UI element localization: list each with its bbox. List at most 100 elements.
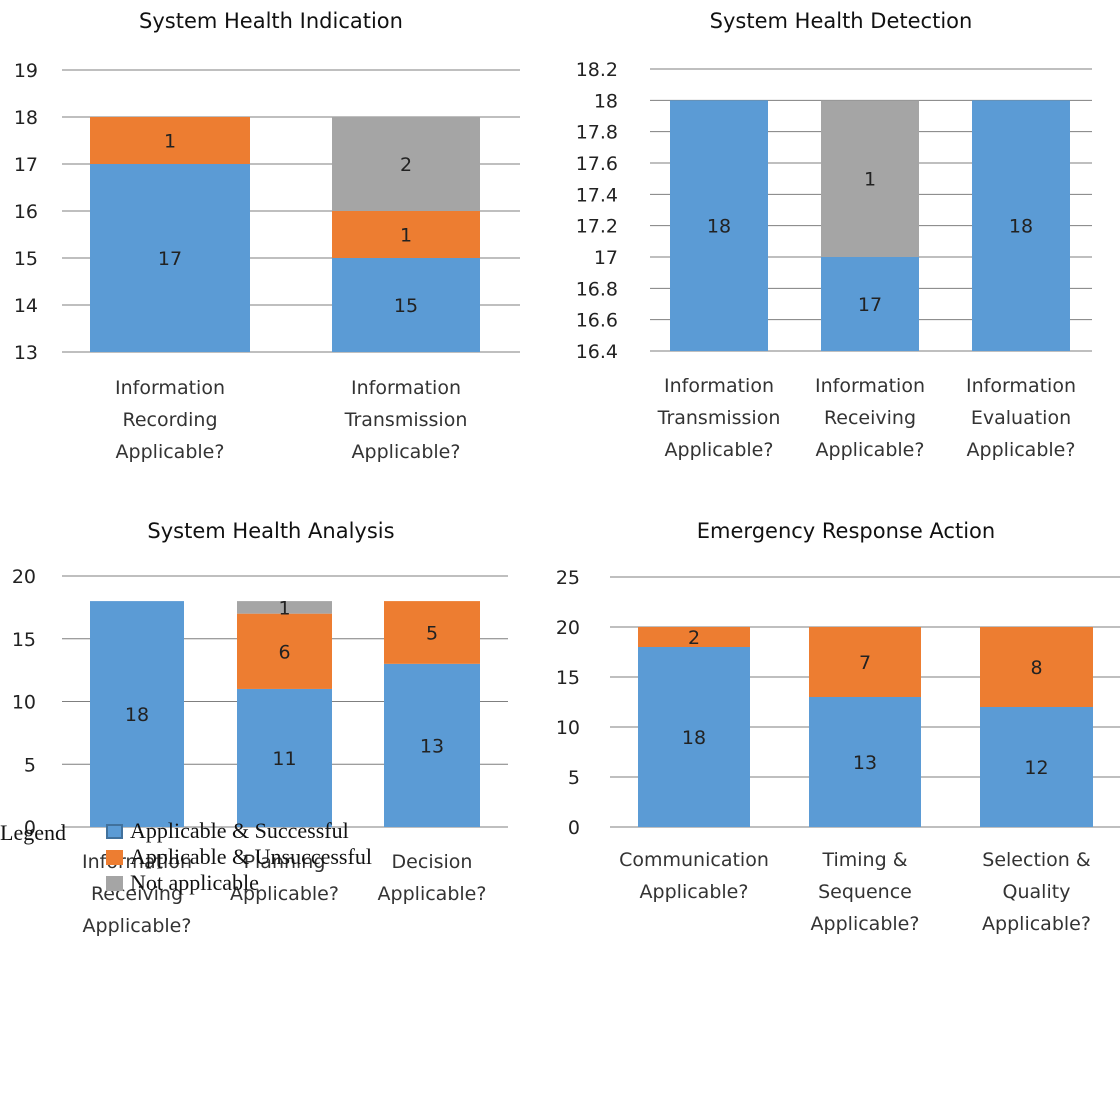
y-tick-label: 15 bbox=[556, 667, 580, 689]
bar-segment-not-applicable bbox=[237, 601, 332, 614]
category-label: Planning Applicable? bbox=[230, 851, 339, 905]
bar-segment-applicable-successful bbox=[237, 688, 332, 827]
data-label: 5 bbox=[426, 622, 438, 644]
data-label: 7 bbox=[859, 652, 871, 674]
data-label: 13 bbox=[420, 735, 444, 757]
y-tick-label: 15 bbox=[14, 248, 38, 270]
bar-segment-not-applicable bbox=[821, 100, 919, 257]
bar-segment-not-applicable bbox=[332, 117, 480, 211]
legend-label-not-applicable: Not applicable bbox=[130, 870, 259, 895]
data-label: 6 bbox=[278, 641, 290, 663]
bar-segment-applicable-unsuccessful bbox=[638, 627, 750, 647]
data-label: 1 bbox=[164, 131, 176, 153]
data-label: 2 bbox=[688, 627, 700, 649]
data-label: 11 bbox=[272, 748, 296, 770]
bar-segment-applicable-unsuccessful bbox=[332, 211, 480, 258]
y-tick-label: 0 bbox=[568, 817, 580, 839]
y-tick-label: 17 bbox=[594, 247, 618, 269]
legend-label-applicable-successful: Applicable & Successful bbox=[130, 818, 349, 843]
y-tick-label: 5 bbox=[568, 767, 580, 789]
category-label: Information Transmission Applicable? bbox=[657, 375, 781, 461]
data-label: 8 bbox=[1030, 657, 1042, 679]
y-tick-label: 17.8 bbox=[576, 122, 618, 144]
category-label: Decision Applicable? bbox=[378, 851, 487, 905]
category-label: Information Evaluation Applicable? bbox=[966, 375, 1076, 461]
data-label: 18 bbox=[707, 216, 731, 238]
bar-segment-applicable-unsuccessful bbox=[237, 613, 332, 689]
y-tick-label: 15 bbox=[12, 629, 36, 651]
y-tick-label: 10 bbox=[556, 717, 580, 739]
y-tick-label: 13 bbox=[14, 342, 38, 364]
bar-segment-applicable-successful bbox=[332, 258, 480, 352]
data-label: 1 bbox=[864, 169, 876, 191]
y-tick-label: 16 bbox=[14, 201, 38, 223]
chart-title: System Health Indication bbox=[139, 9, 403, 33]
legend-item-applicable-successful: Applicable & Successful bbox=[106, 818, 349, 844]
bar-segment-applicable-unsuccessful bbox=[90, 117, 250, 164]
chart-title: System Health Analysis bbox=[147, 519, 394, 543]
y-tick-label: 25 bbox=[556, 567, 580, 589]
chart-4: Emergency Response Action 0 5 10 15 20 25 18 2 Co… bbox=[556, 519, 1120, 935]
data-label: 17 bbox=[158, 248, 182, 270]
bar-segment-applicable-unsuccessful bbox=[809, 627, 921, 697]
bar-segment-applicable-unsuccessful bbox=[384, 601, 480, 664]
y-tick-label: 16.8 bbox=[576, 278, 618, 300]
category-label: Communication Applicable? bbox=[619, 849, 769, 903]
y-tick-label: 17.4 bbox=[576, 184, 618, 206]
data-label: 1 bbox=[400, 225, 412, 247]
y-tick-label: 10 bbox=[12, 692, 36, 714]
bar-segment-applicable-successful bbox=[90, 601, 184, 827]
chart-1: System Health Indication 13 14 15 16 17 18 19 17… bbox=[14, 9, 520, 463]
legend-swatch-applicable-successful bbox=[106, 824, 123, 839]
category-label: Information Transmission Applicable? bbox=[344, 377, 468, 463]
chart-3: System Health Analysis0510152018Informat… bbox=[12, 519, 508, 937]
y-tick-label: 0 bbox=[24, 817, 36, 839]
y-tick-label: 18 bbox=[594, 90, 618, 112]
y-tick-label: 16.6 bbox=[576, 310, 618, 332]
legend-swatch-not-applicable bbox=[106, 876, 123, 891]
y-tick-label: 17.2 bbox=[576, 216, 618, 238]
y-tick-label: 18 bbox=[14, 107, 38, 129]
category-label: Information Recording Applicable? bbox=[115, 377, 225, 463]
y-tick-label: 18.2 bbox=[576, 59, 618, 81]
data-label: 18 bbox=[682, 727, 706, 749]
legend-title: Legend bbox=[0, 820, 66, 845]
data-label: 18 bbox=[1009, 216, 1033, 238]
data-label: 2 bbox=[400, 154, 412, 176]
y-tick-label: 5 bbox=[24, 754, 36, 776]
bar-segment-applicable-unsuccessful bbox=[980, 627, 1093, 707]
y-tick-label: 14 bbox=[14, 295, 38, 317]
data-label: 17 bbox=[858, 294, 882, 316]
legend-label-applicable-unsuccessful: Applicable & Unsuccessful bbox=[130, 844, 372, 869]
category-label: Timing & Sequence Applicable? bbox=[811, 849, 920, 935]
bar-segment-applicable-successful bbox=[821, 257, 919, 351]
data-label: 1 bbox=[278, 597, 290, 619]
chart-title: Emergency Response Action bbox=[697, 519, 995, 543]
y-tick-label: 16.4 bbox=[576, 341, 618, 363]
bar-segment-applicable-successful bbox=[972, 100, 1070, 351]
data-label: 18 bbox=[125, 704, 149, 726]
bar-segment-applicable-successful bbox=[980, 707, 1093, 827]
y-tick-label: 20 bbox=[12, 566, 36, 588]
category-label: Information Receiving Applicable? bbox=[815, 375, 925, 461]
y-tick-label: 20 bbox=[556, 617, 580, 639]
bar-segment-applicable-successful bbox=[809, 697, 921, 827]
bar-segment-applicable-successful bbox=[638, 647, 750, 827]
y-tick-label: 17 bbox=[14, 154, 38, 176]
y-tick-label: 17.6 bbox=[576, 153, 618, 175]
legend-swatch-applicable-unsuccessful bbox=[106, 850, 123, 865]
chart-2: System Health Detection 16.4 16.6 16.8 17 17.… bbox=[576, 9, 1092, 461]
legend-item-applicable-unsuccessful: Applicable & Unsuccessful bbox=[106, 844, 372, 870]
data-label: 12 bbox=[1024, 757, 1048, 779]
category-label: Selection & Quality Applicable? bbox=[982, 849, 1091, 935]
data-label: 13 bbox=[853, 752, 877, 774]
bar-segment-applicable-successful bbox=[670, 100, 768, 351]
legend-item-not-applicable: Not applicable bbox=[106, 870, 259, 896]
data-label: 15 bbox=[394, 295, 418, 317]
bar-segment-applicable-successful bbox=[90, 164, 250, 352]
bar-segment-applicable-successful bbox=[384, 663, 480, 827]
chart-title: System Health Detection bbox=[710, 9, 973, 33]
y-tick-label: 19 bbox=[14, 60, 38, 82]
legend: Legend Applicable & Successful Applicabl… bbox=[0, 818, 520, 928]
